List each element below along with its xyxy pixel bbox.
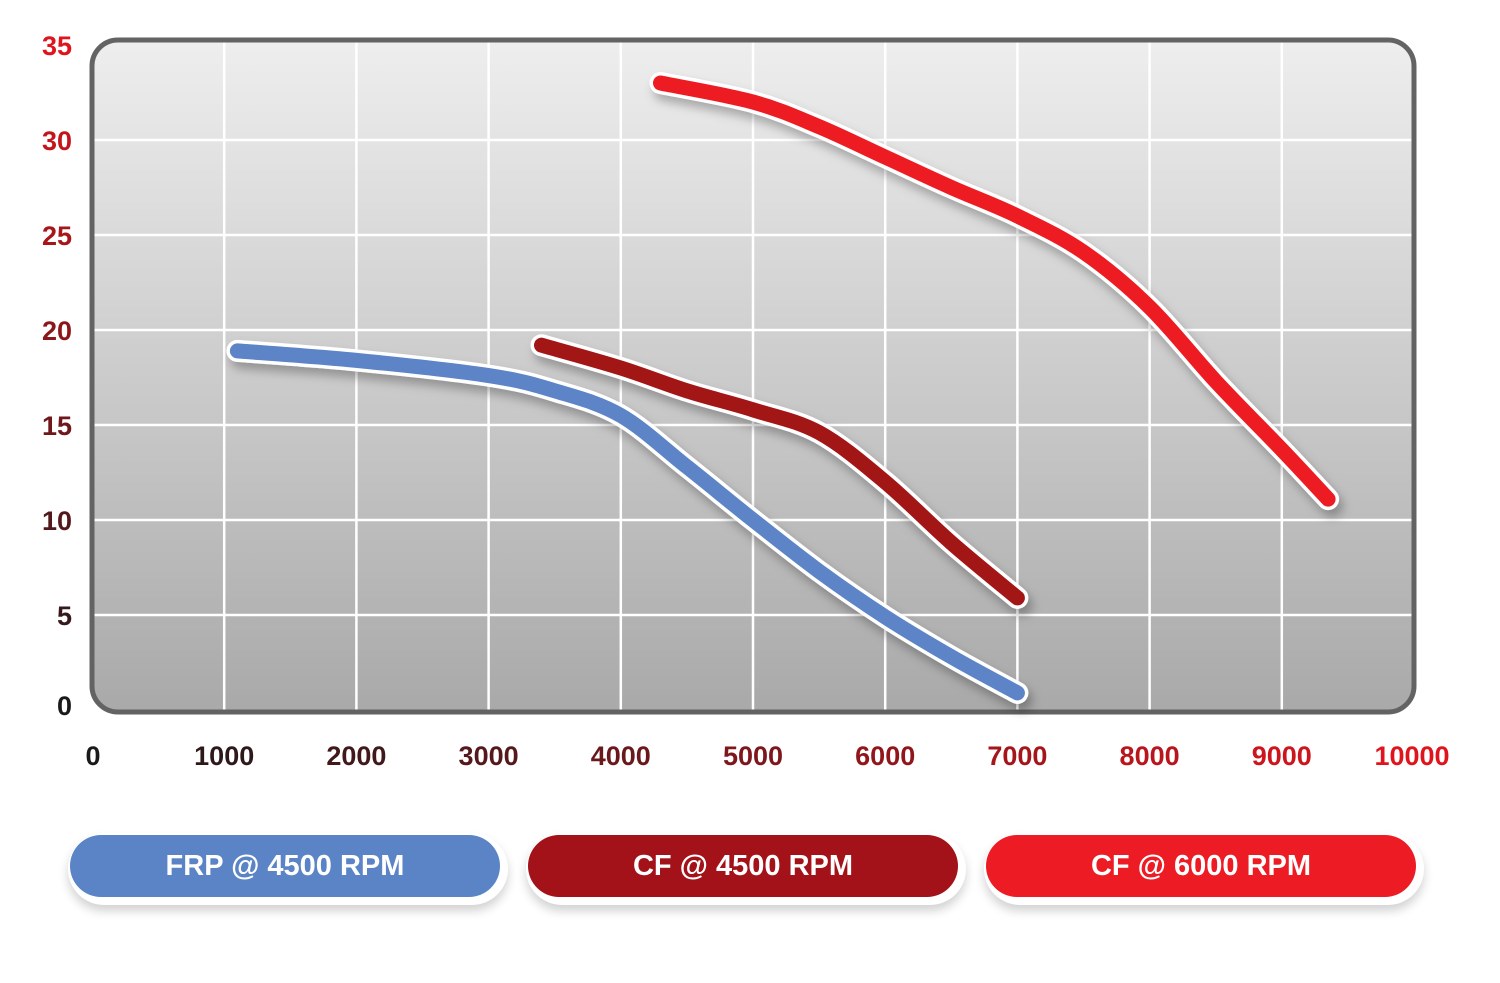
series-line — [653, 75, 1336, 507]
series-line — [229, 343, 1025, 701]
series-layer — [226, 72, 1340, 704]
y-tick-label: 35 — [42, 31, 72, 61]
x-tick-label: 4000 — [591, 741, 651, 771]
y-tick-label: 10 — [42, 506, 72, 536]
x-tick-label: 8000 — [1120, 741, 1180, 771]
series-line — [534, 337, 1025, 606]
legend-item-frp-4500: FRP @ 4500 RPM — [68, 833, 508, 905]
plot-border — [89, 37, 1417, 715]
legend-label: CF @ 6000 RPM — [986, 835, 1416, 897]
legend-label: FRP @ 4500 RPM — [70, 835, 500, 897]
series-frp-4500-rpm — [226, 339, 1029, 704]
x-tick-label: 1000 — [194, 741, 254, 771]
x-tick-label: 9000 — [1252, 741, 1312, 771]
legend-item-cf-6000: CF @ 6000 RPM — [984, 833, 1424, 905]
series-cf-4500-rpm — [530, 334, 1029, 609]
legend-item-cf-4500: CF @ 4500 RPM — [526, 833, 966, 905]
x-tick-label: 7000 — [987, 741, 1047, 771]
legend-label: CF @ 4500 RPM — [528, 835, 958, 897]
y-tick-label: 5 — [57, 601, 72, 631]
y-tick-label: 25 — [42, 221, 72, 251]
y-tick-label: 20 — [42, 316, 72, 346]
x-tick-label: 10000 — [1374, 741, 1449, 771]
x-tick-label: 5000 — [723, 741, 783, 771]
series-cf-6000-rpm — [649, 72, 1340, 511]
x-tick-label: 0 — [85, 741, 100, 771]
x-axis-ticks: 0 1000 2000 3000 4000 5000 6000 7000 8000 9000 100… — [85, 741, 1449, 771]
x-tick-label: 6000 — [855, 741, 915, 771]
x-tick-label: 2000 — [326, 741, 386, 771]
y-tick-label: 15 — [42, 411, 72, 441]
y-axis-ticks: 0 5 10 15 20 25 30 35 — [42, 31, 72, 721]
y-tick-label: 0 — [57, 691, 72, 721]
y-tick-label: 30 — [42, 126, 72, 156]
x-tick-label: 3000 — [459, 741, 519, 771]
